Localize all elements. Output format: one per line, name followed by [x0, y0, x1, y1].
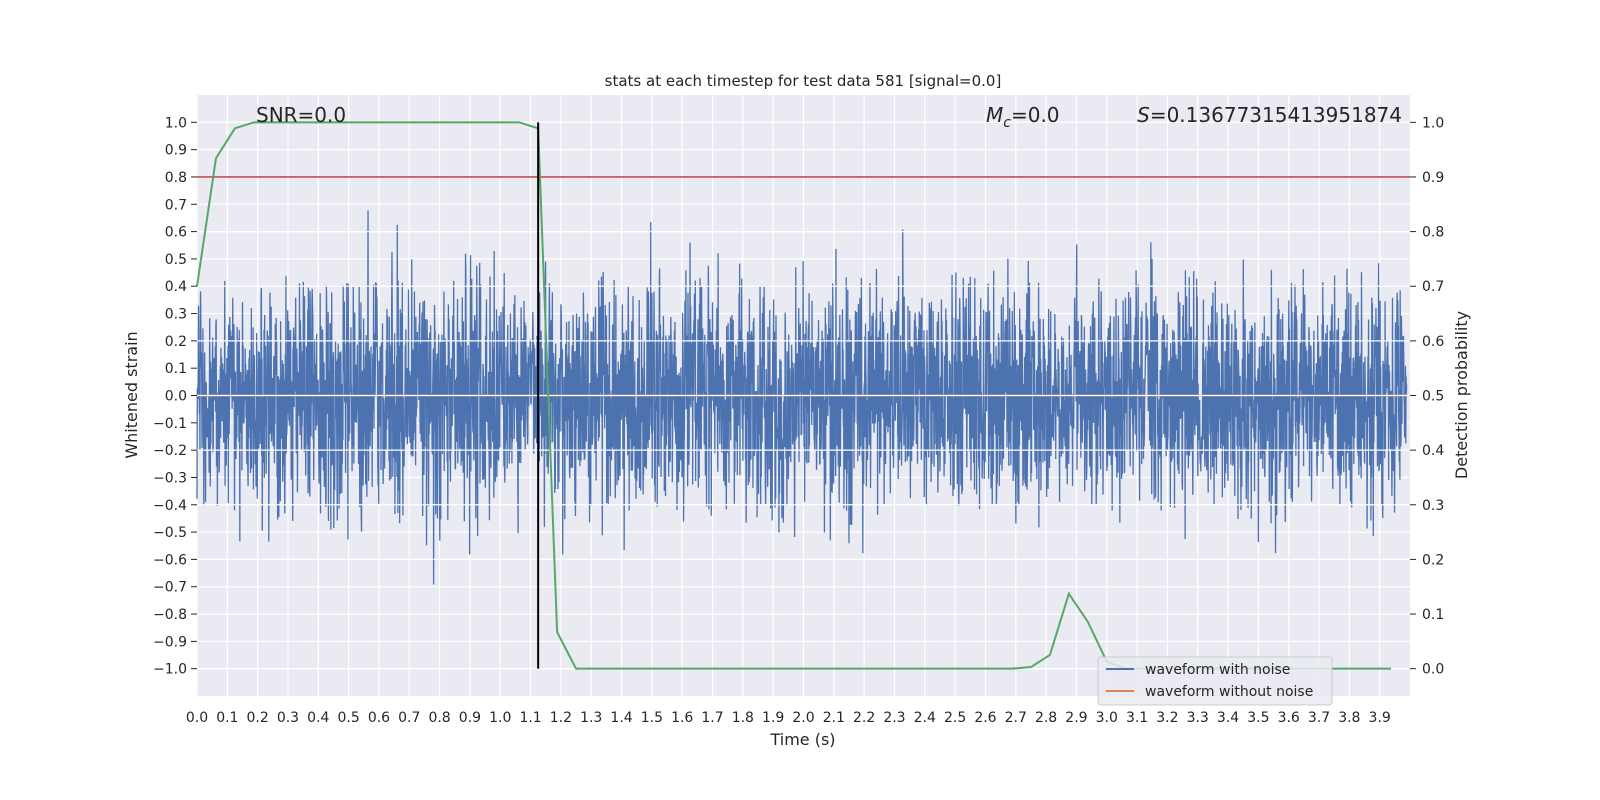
- x-tick-label: 1.8: [732, 710, 754, 726]
- x-tick-label: 0.0: [186, 710, 208, 726]
- mc-value: =0.0: [1011, 103, 1060, 127]
- x-tick-label: 1.0: [489, 710, 511, 726]
- x-tick-label: 1.1: [519, 710, 541, 726]
- x-tick-label: 2.8: [1035, 710, 1057, 726]
- waveform-with-noise-line: [196, 210, 1408, 585]
- x-tick-label: 2.1: [823, 710, 845, 726]
- x-tick-label: 3.0: [1096, 710, 1118, 726]
- x-tick-label: 3.1: [1126, 710, 1148, 726]
- x-tick-label: 2.3: [883, 710, 905, 726]
- x-tick-label: 1.9: [762, 710, 784, 726]
- x-tick-label: 3.9: [1369, 710, 1391, 726]
- chart-title: stats at each timestep for test data 581…: [605, 72, 1002, 90]
- y-right-tick-label: 0.7: [1422, 279, 1444, 295]
- y-tick-label: −0.9: [153, 634, 187, 650]
- x-tick-label: 2.6: [974, 710, 996, 726]
- x-tick-label: 0.6: [368, 710, 390, 726]
- y-tick-label: −0.8: [153, 607, 187, 623]
- y-tick-label: −0.1: [153, 416, 187, 432]
- x-tick-label: 3.6: [1278, 710, 1300, 726]
- x-tick-label: 0.9: [459, 710, 481, 726]
- x-tick-label: 2.7: [1005, 710, 1027, 726]
- x-tick-label: 2.9: [1065, 710, 1087, 726]
- x-tick-label: 2.5: [944, 710, 966, 726]
- y-tick-label: 0.9: [165, 143, 187, 159]
- y-tick-label: −0.5: [153, 525, 187, 541]
- y-axis-label: Whitened strain: [122, 331, 141, 458]
- y-tick-label: 0.7: [165, 197, 187, 213]
- x-tick-label: 1.2: [550, 710, 572, 726]
- y-tick-label: 0.5: [165, 252, 187, 268]
- x-tick-label: 0.7: [398, 710, 420, 726]
- legend-box: [1097, 656, 1333, 706]
- x-tick-label: 3.3: [1187, 710, 1209, 726]
- s-value: =0.13677315413951874: [1150, 103, 1402, 127]
- y-right-tick-label: 0.4: [1422, 443, 1444, 459]
- x-tick-label: 1.7: [701, 710, 723, 726]
- y-tick-label: −0.4: [153, 498, 187, 514]
- x-tick-label: 0.3: [277, 710, 299, 726]
- x-tick-label: 2.0: [792, 710, 814, 726]
- x-axis-label: Time (s): [769, 730, 835, 749]
- x-tick-label: 3.2: [1156, 710, 1178, 726]
- legend: waveform with noise waveform without noi…: [1097, 656, 1333, 706]
- y-tick-label: −0.7: [153, 580, 187, 596]
- marks: [196, 121, 1410, 670]
- y-right-tick-label: 0.3: [1422, 498, 1444, 514]
- x-tick-label: 3.4: [1217, 710, 1239, 726]
- y-tick-label: −0.2: [153, 443, 187, 459]
- x-tick-label: 3.8: [1338, 710, 1360, 726]
- y-tick-label: 0.2: [165, 334, 187, 350]
- y-tick-label: 0.6: [165, 225, 187, 241]
- mc-annotation: Mc=0.0: [986, 103, 1060, 131]
- y-right-tick-label: 0.1: [1422, 607, 1444, 623]
- y-right-tick-label: 1.0: [1422, 115, 1444, 131]
- x-tick-label: 0.2: [247, 710, 269, 726]
- y-tick-label: 0.8: [165, 170, 187, 186]
- y-right-tick-label: 0.2: [1422, 552, 1444, 568]
- x-tick-label: 2.4: [914, 710, 936, 726]
- x-tick-label: 1.4: [610, 710, 632, 726]
- mc-symbol: M: [986, 103, 1003, 127]
- y-tick-label: 0.1: [165, 361, 187, 377]
- y-right-tick-label: 0.0: [1422, 662, 1444, 678]
- mc-subscript: c: [1003, 115, 1011, 131]
- x-tick-label: 0.1: [216, 710, 238, 726]
- s-symbol: S: [1137, 103, 1150, 127]
- x-tick-label: 0.8: [428, 710, 450, 726]
- y-tick-label: −0.3: [153, 470, 187, 486]
- x-tick-label: 3.5: [1247, 710, 1269, 726]
- y-right-tick-label: 0.6: [1422, 334, 1444, 350]
- y-tick-label: 0.0: [165, 389, 187, 405]
- y-axis-right-label: Detection probability: [1452, 311, 1471, 479]
- x-tick-label: 1.3: [580, 710, 602, 726]
- y-tick-label: 1.0: [165, 115, 187, 131]
- y-right-tick-label: 0.5: [1422, 389, 1444, 405]
- x-tick-label: 0.5: [337, 710, 359, 726]
- x-tick-label: 3.7: [1308, 710, 1330, 726]
- snr-annotation: SNR=0.0: [256, 103, 346, 127]
- ticks: 0.0 0.1 0.2 0.3 0.4 0.5 0.6 0.7 0.8 0.9 1.0 1.1 1.2 1…: [153, 115, 1444, 726]
- x-tick-label: 2.2: [853, 710, 875, 726]
- y-tick-label: 0.4: [165, 279, 187, 295]
- x-tick-label: 1.6: [671, 710, 693, 726]
- s-annotation: S=0.13677315413951874: [1137, 103, 1402, 127]
- y-tick-label: −1.0: [153, 662, 187, 678]
- y-right-tick-label: 0.9: [1422, 170, 1444, 186]
- x-tick-label: 1.5: [641, 710, 663, 726]
- y-right-tick-label: 0.8: [1422, 225, 1444, 241]
- legend-label-noise: waveform with noise: [1145, 662, 1290, 678]
- y-tick-label: −0.6: [153, 552, 187, 568]
- x-tick-label: 0.4: [307, 710, 329, 726]
- legend-label-clean: waveform without noise: [1145, 684, 1313, 700]
- y-tick-label: 0.3: [165, 307, 187, 323]
